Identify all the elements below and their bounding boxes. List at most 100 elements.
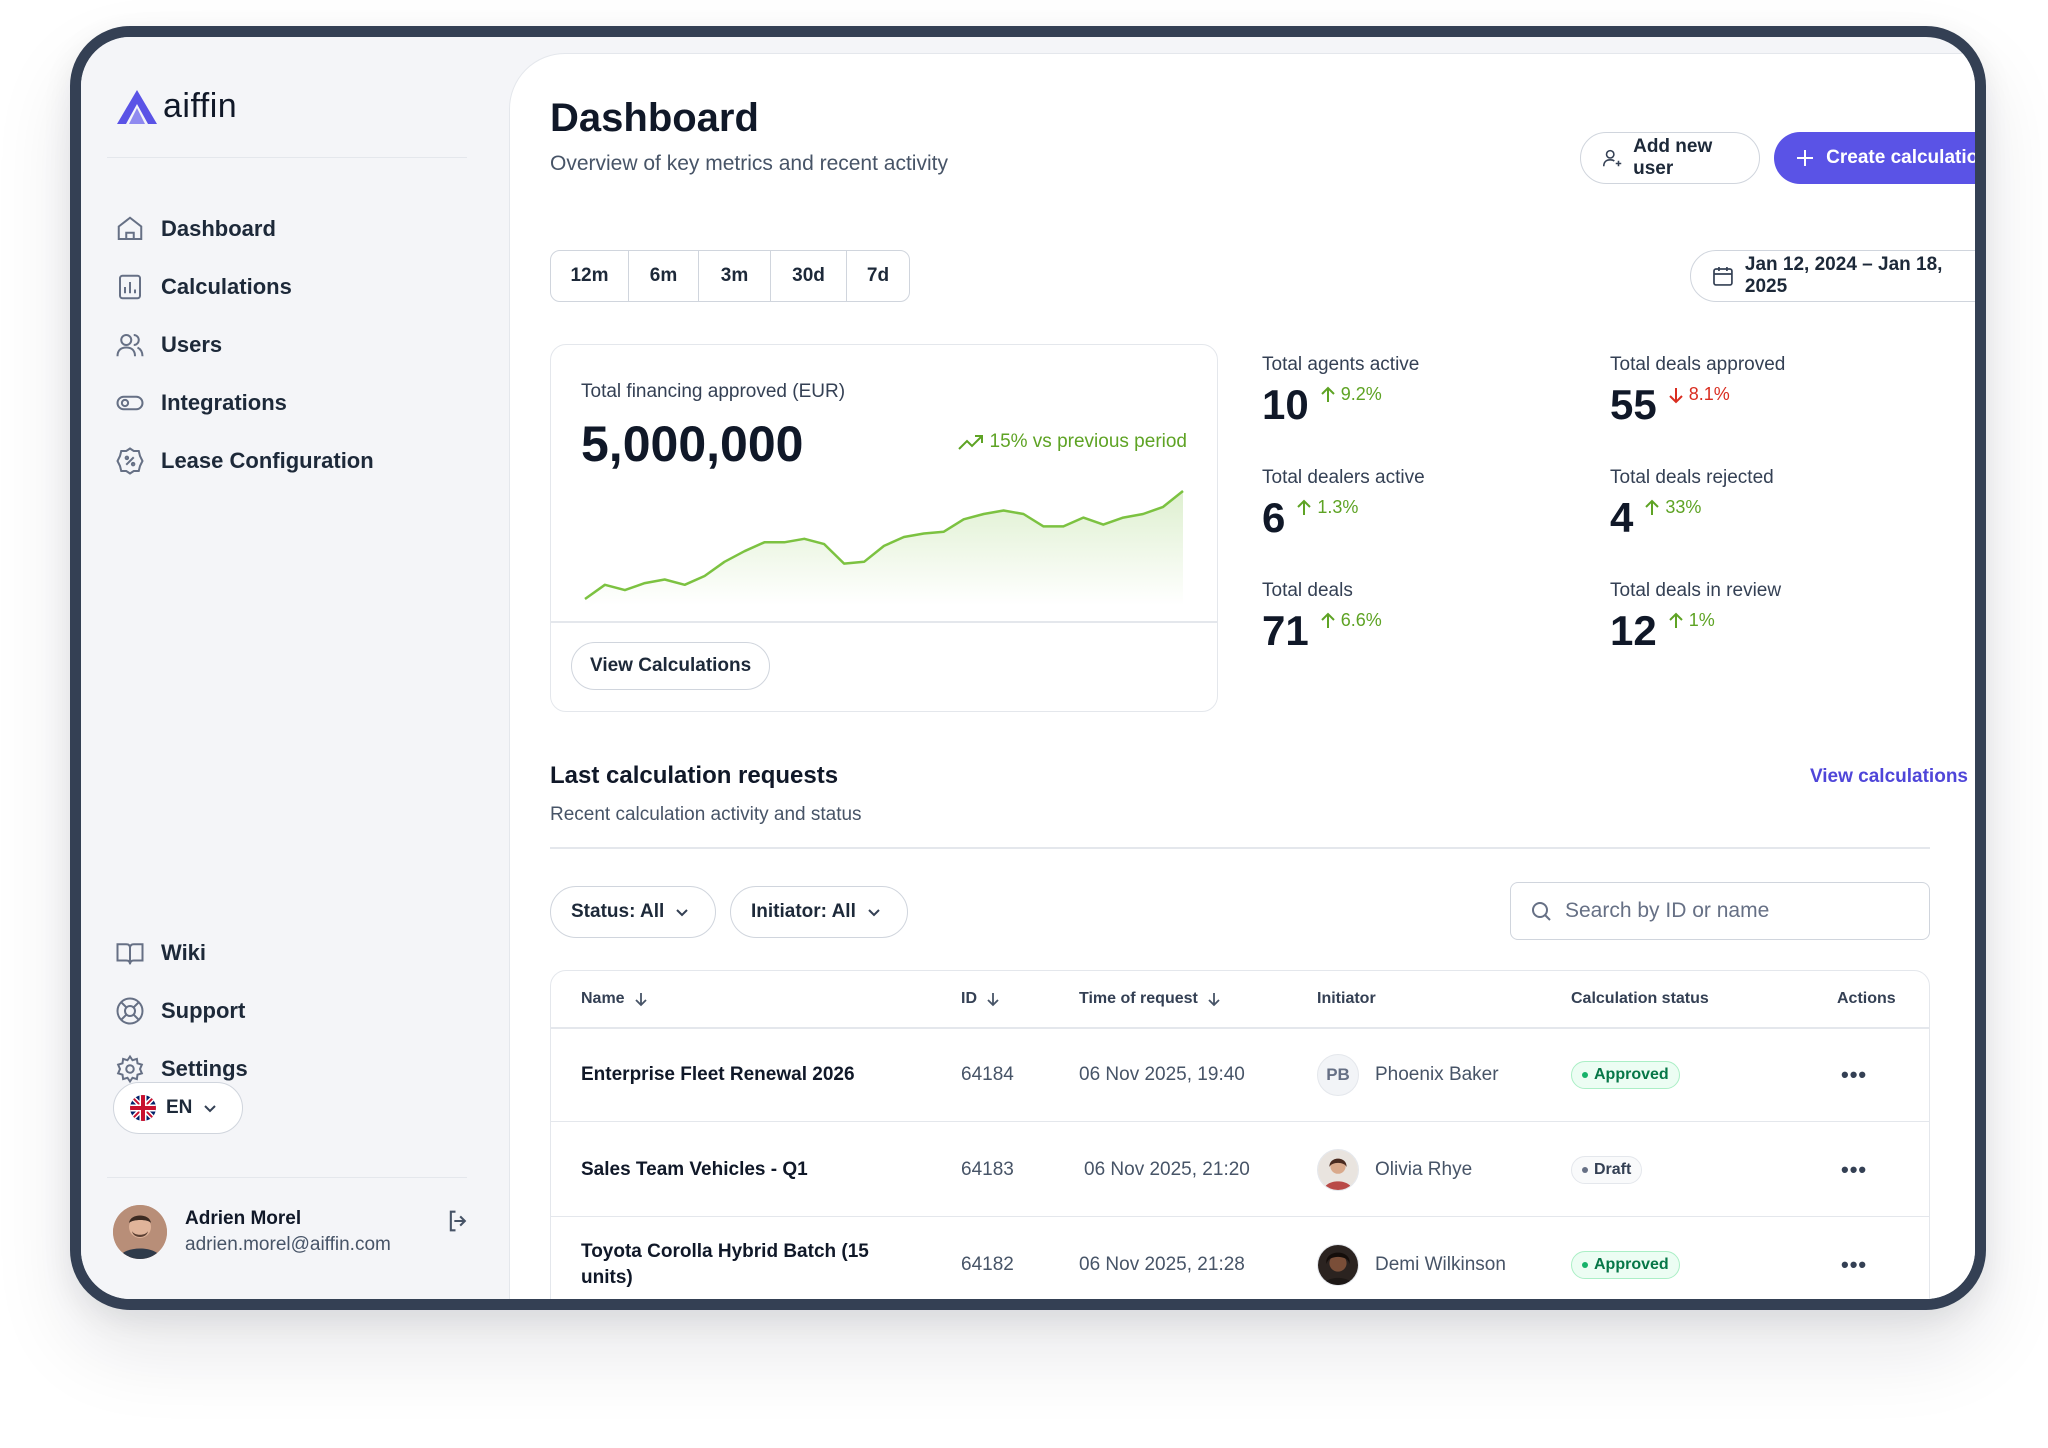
sidebar-item-label: Support — [161, 998, 246, 1023]
stat-value: 55 — [1610, 381, 1657, 428]
stat-deals-approved: Total deals approved 55 8.1% — [1610, 354, 1785, 428]
cell-time: 06 Nov 2025, 19:40 — [1079, 1063, 1245, 1085]
period-selector: 12m 6m 3m 30d 7d — [550, 250, 910, 302]
column-header-actions: Actions — [1837, 990, 1896, 1007]
initiator-name: Phoenix Baker — [1375, 1063, 1499, 1085]
table-header-divider — [551, 1027, 1929, 1029]
aiffin-logo-icon — [117, 89, 157, 124]
create-calculation-button[interactable]: Create calculation — [1774, 132, 1975, 184]
search-input[interactable]: Search by ID or name — [1510, 882, 1930, 940]
brand-logo[interactable]: aiffin — [115, 87, 237, 126]
plus-icon — [1797, 150, 1814, 166]
stat-change-value: 1.3% — [1317, 497, 1359, 517]
stat-value: 12 — [1610, 607, 1657, 654]
main-content: Dashboard Overview of key metrics and re… — [509, 53, 1975, 1299]
initiator-name: Olivia Rhye — [1375, 1158, 1473, 1180]
stat-label: Total agents active — [1262, 354, 1420, 375]
page-title: Dashboard — [550, 96, 759, 140]
table-row[interactable]: Enterprise Fleet Renewal 2026 64184 06 N… — [551, 1028, 1929, 1122]
toggle-icon — [116, 395, 144, 411]
sidebar-item-settings[interactable]: Settings — [115, 1040, 248, 1098]
section-title: Last calculation requests — [550, 762, 839, 789]
trend-up-icon — [957, 435, 983, 450]
sparkline-area — [585, 491, 1183, 605]
user-photo-icon — [1318, 1149, 1358, 1190]
avatar — [1317, 1148, 1359, 1191]
arrow-up-icon — [1645, 499, 1660, 515]
cell-name: Enterprise Fleet Renewal 2026 — [581, 1063, 855, 1085]
more-actions-icon[interactable]: ••• — [1841, 1061, 1868, 1087]
sidebar-item-users[interactable]: Users — [115, 316, 374, 374]
status-badge: Draft — [1571, 1155, 1643, 1184]
stat-agents-active: Total agents active 10 9.2% — [1262, 354, 1419, 428]
column-header-time[interactable]: Time of request — [1079, 971, 1222, 1027]
sidebar-item-label: Users — [161, 332, 223, 357]
table-row[interactable]: Toyota Corolla Hybrid Batch (15 units) 6… — [551, 1218, 1929, 1299]
period-option[interactable]: 6m — [629, 251, 699, 301]
book-icon — [116, 943, 144, 965]
avatar — [1317, 1243, 1359, 1286]
chevron-down-icon — [204, 1105, 217, 1113]
user-photo-icon — [1318, 1244, 1358, 1285]
date-range-picker[interactable]: Jan 12, 2024 – Jan 18, 2025 — [1690, 250, 1975, 302]
sidebar-item-dashboard[interactable]: Dashboard — [115, 200, 374, 258]
sidebar-item-calculations[interactable]: Calculations — [115, 258, 374, 316]
users-icon — [116, 334, 144, 357]
avatar[interactable] — [113, 1205, 167, 1259]
user-profile: Adrien Morel adrien.morel@aiffin.com — [113, 1205, 473, 1259]
period-option[interactable]: 7d — [866, 265, 890, 286]
initiator-name: Demi Wilkinson — [1375, 1253, 1506, 1275]
stat-change: 6.6% — [1319, 610, 1382, 631]
status-label: Draft — [1594, 1160, 1632, 1178]
cell-status: Approved — [1571, 1218, 1680, 1299]
stat-total-deals: Total deals 71 6.6% — [1262, 580, 1382, 654]
column-header-label: Name — [581, 990, 625, 1007]
percent-badge-icon — [116, 447, 144, 475]
period-option[interactable]: 3m — [699, 251, 771, 301]
avatar: PB — [1317, 1053, 1359, 1096]
stat-deals-in-review: Total deals in review 12 1% — [1610, 580, 1781, 654]
section-subtitle: Recent calculation activity and status — [550, 804, 862, 825]
cell-name: Sales Team Vehicles - Q1 — [581, 1158, 808, 1180]
add-user-label: Add new user — [1633, 136, 1713, 179]
sidebar-item-wiki[interactable]: Wiki — [115, 924, 248, 982]
status-filter[interactable]: Status: All — [550, 886, 716, 938]
column-header-id[interactable]: ID — [961, 971, 1001, 1027]
view-calculations-button[interactable]: View Calculations — [571, 642, 771, 690]
column-header-status: Calculation status — [1571, 990, 1709, 1007]
stat-value: 71 — [1262, 607, 1309, 654]
add-user-button[interactable]: Add new user — [1580, 132, 1760, 184]
status-filter-label: Status: All — [571, 901, 665, 922]
status-dot — [1582, 1166, 1588, 1173]
arrow-up-icon — [1321, 386, 1335, 402]
period-option[interactable]: 12m — [551, 251, 629, 301]
cell-initiator: Demi Wilkinson — [1317, 1218, 1506, 1299]
language-selector[interactable]: EN — [113, 1082, 243, 1134]
table-row[interactable]: Sales Team Vehicles - Q1 64183 06 Nov 20… — [551, 1123, 1929, 1217]
stat-label: Total deals in review — [1610, 580, 1782, 601]
stat-deals-rejected: Total deals rejected 4 33% — [1610, 467, 1774, 541]
column-header-name[interactable]: Name — [581, 971, 649, 1027]
sidebar-item-integrations[interactable]: Integrations — [115, 374, 374, 432]
more-actions-icon[interactable]: ••• — [1841, 1156, 1868, 1182]
view-calculations-link[interactable]: View calculations — [1809, 766, 1968, 787]
main-nav: Dashboard Calculations Users Integration… — [115, 200, 374, 490]
cell-name: Toyota Corolla Hybrid Batch (15 units) — [581, 1240, 869, 1288]
chevron-down-icon — [676, 909, 688, 917]
initiator-filter[interactable]: Initiator: All — [730, 886, 908, 938]
requests-table: Name ID Time of request Initiator Calcul… — [550, 970, 1930, 1299]
period-option[interactable]: 30d — [771, 251, 847, 301]
status-badge: Approved — [1571, 1250, 1680, 1279]
logout-icon[interactable] — [445, 1207, 473, 1235]
sort-arrow-icon — [1208, 993, 1220, 1007]
stat-change: 8.1% — [1667, 384, 1730, 405]
user-avatar-image — [113, 1205, 167, 1259]
arrow-down-icon — [1669, 387, 1683, 403]
more-actions-icon[interactable]: ••• — [1841, 1251, 1868, 1277]
status-label: Approved — [1594, 1255, 1669, 1273]
sidebar-item-support[interactable]: Support — [115, 982, 248, 1040]
sidebar-item-lease-configuration[interactable]: Lease Configuration — [115, 432, 374, 490]
stat-change-value: 6.6% — [1340, 610, 1382, 630]
stat-label: Total deals approved — [1610, 354, 1786, 375]
arrow-up-icon — [1321, 612, 1335, 628]
